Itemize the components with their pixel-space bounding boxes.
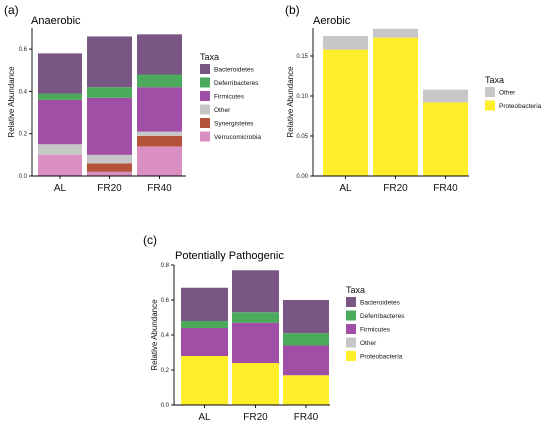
bar-segment-firmicutes-fr40 [137,87,182,132]
panel-label: (b) [285,3,300,17]
legend-swatch-proteobacteria [485,100,495,111]
bar-segment-bacteroidetes-al [181,287,228,321]
y-tick-label: 0.2 [19,132,28,138]
legend-label-other: Other [360,340,377,347]
legend-swatch-deferribacteres [346,310,356,321]
y-axis-label: Relative Abundance [286,66,295,138]
legend-swatch-other [346,337,356,348]
legend-swatch-verrucomicrobia [200,131,210,142]
bar-segment-firmicutes-al [181,328,228,356]
bar-segment-deferribacteres-fr40 [137,74,182,88]
legend-label-bacteroidetes: Bacteroidetes [214,67,254,74]
legend-label-synergistetes: Synergistetes [214,121,254,128]
y-tick-label: 0.0 [161,403,170,409]
bar-segment-firmicutes-fr40 [283,345,329,376]
x-tick-label: FR20 [243,412,268,423]
panel-c-potentially-pathogenic: (c) Potentially Pathogenic AL FR20 FR40 0.0 0.… [143,233,405,423]
bar-segment-proteobacteria-fr20 [232,363,279,405]
bar-segment-verrucomicrobia-fr20 [87,171,132,176]
x-tick-label: AL [54,183,67,194]
bar-segment-proteobacteria-fr20 [373,37,418,176]
legend-label-other: Other [499,90,516,97]
legend-label-deferribacteres: Deferribacteres [214,80,259,87]
y-axis-label: Relative Abundance [150,299,159,371]
y-tick-label: 0.8 [161,263,170,269]
bar-segment-deferribacteres-al [38,93,82,100]
x-tick-label: FR40 [433,183,458,194]
bar-segment-firmicutes-fr20 [87,97,132,155]
legend-swatch-other [485,87,495,97]
bar-segment-deferribacteres-fr20 [232,312,279,323]
panel-label: (c) [143,233,157,247]
bar-segment-deferribacteres-al [181,321,228,328]
bar-segment-other-al [38,144,82,155]
bar-segment-deferribacteres-fr20 [87,87,132,98]
bar-segment-verrucomicrobia-fr40 [137,146,182,176]
bar-segment-proteobacteria-al [323,49,368,176]
bar-segment-proteobacteria-al [181,356,228,405]
legend-title: Taxa [485,75,504,85]
x-tick-label: FR20 [97,183,122,194]
y-tick-label: 0.15 [296,54,308,60]
bar-segment-proteobacteria-fr40 [283,375,329,405]
x-tick-label: FR40 [294,412,319,423]
legend-label-other: Other [214,107,231,114]
bar-segment-bacteroidetes-fr20 [232,270,279,313]
legend-swatch-firmicutes [346,324,356,334]
legend-swatch-deferribacteres [200,77,210,88]
bar-segment-other-al [323,36,368,50]
legend-title: Taxa [200,52,219,62]
panel-a-anaerobic: (a) Anaerobic AL FR20 FR40 0.0 0.2 0.4 0.6 Relati… [4,3,261,194]
panel-b-aerobic: (b) Aerobic AL FR20 FR40 0.00 0.05 0.10 0.15Rela… [285,3,542,194]
x-tick-label: AL [198,412,211,423]
legend-swatch-synergistetes [200,118,210,128]
y-tick-label: 0.4 [19,89,28,95]
x-tick-label: AL [339,183,352,194]
legend-swatch-bacteroidetes [346,297,356,307]
bar-segment-bacteroidetes-fr40 [283,300,329,334]
x-tick-label: FR40 [147,183,172,194]
y-tick-label: 0.00 [296,174,308,180]
x-tick-label: FR20 [383,183,408,194]
legend-label-proteobacteria: Proteobacteria [360,354,403,361]
y-tick-label: 0.4 [161,333,170,339]
bar-segment-other-fr20 [87,154,132,164]
chart-title: Aerobic [313,15,351,27]
bar-segment-other-fr40 [137,131,182,136]
legend-label-deferribacteres: Deferribacteres [360,313,405,320]
bar-segment-bacteroidetes-al [38,53,82,94]
bar-segment-synergistetes-fr20 [87,163,132,172]
chart-title: Anaerobic [31,15,81,27]
bar-segment-other-fr20 [373,28,418,38]
legend-label-firmicutes: Firmicutes [360,327,391,334]
bar-segment-deferribacteres-fr40 [283,333,329,346]
bar-segment-firmicutes-fr20 [232,322,279,363]
bar-segment-bacteroidetes-fr40 [137,34,182,75]
legend-swatch-bacteroidetes [200,64,210,74]
legend-swatch-other [200,104,210,115]
legend-label-proteobacteria: Proteobacteria [499,103,542,110]
legend-label-verrucomicrobia: Verrucomicrobia [214,134,261,141]
bar-segment-bacteroidetes-fr20 [87,36,132,88]
bar-segment-proteobacteria-fr40 [423,102,468,176]
y-tick-label: 0.2 [161,368,170,374]
legend-swatch-proteobacteria [346,351,356,361]
bar-segment-verrucomicrobia-al [38,154,82,176]
bar-segment-firmicutes-al [38,99,82,145]
y-axis-label: Relative Abundance [7,66,16,138]
bar-segment-other-fr40 [423,89,468,103]
legend-label-bacteroidetes: Bacteroidetes [360,300,400,307]
legend-title: Taxa [346,285,365,295]
y-tick-label: 0.6 [19,47,28,53]
y-tick-label: 0.05 [296,134,308,140]
y-tick-label: 0.6 [161,298,170,304]
y-tick-label: 0.0 [19,174,28,180]
y-tick-label: 0.10 [296,94,308,100]
legend-label-firmicutes: Firmicutes [214,94,245,101]
legend-swatch-firmicutes [200,91,210,101]
panel-label: (a) [4,3,19,17]
bar-segment-synergistetes-fr40 [137,135,182,147]
chart-title: Potentially Pathogenic [175,250,284,262]
